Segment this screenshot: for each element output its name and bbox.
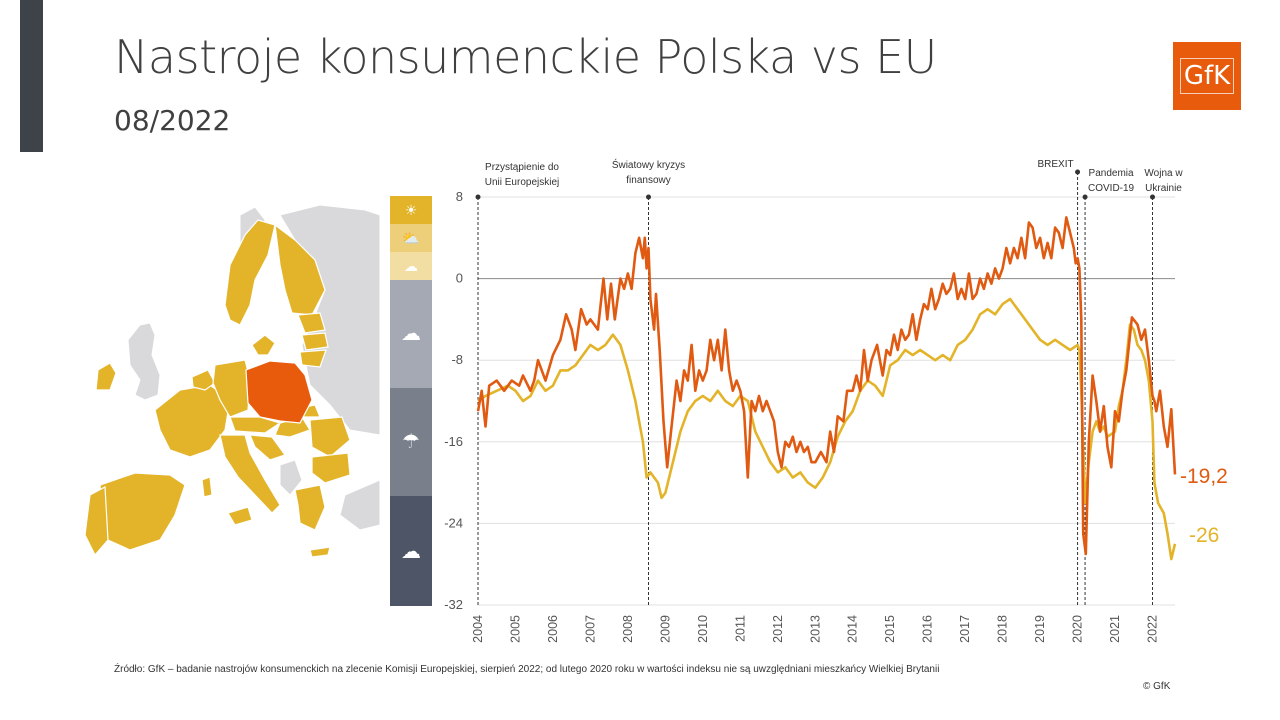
x-tick-label: 2011	[733, 615, 747, 642]
event-marker-dot	[475, 194, 481, 200]
left-accent-bar	[20, 0, 43, 152]
copyright: © GfK	[1143, 681, 1171, 692]
x-tick-label: 2022	[1146, 615, 1160, 643]
event-label: BREXIT	[1038, 159, 1074, 170]
x-tick-label: 2016	[921, 615, 935, 643]
x-tick-label: 2014	[846, 615, 860, 643]
x-tick-label: 2007	[583, 615, 597, 643]
x-tick-label: 2006	[546, 615, 560, 643]
poland-region	[245, 360, 313, 424]
weather-scale: ☀ ⛅ ☁ ☁ ☂ ☁	[390, 196, 432, 606]
y-tick-label: -32	[444, 597, 463, 612]
event-marker-dot	[646, 194, 652, 200]
eu-countries	[84, 219, 351, 558]
scale-band-sun	[390, 196, 432, 224]
x-tick-label: 2013	[808, 615, 822, 643]
y-tick-label: -24	[444, 515, 463, 530]
scale-band-light-cloud	[390, 252, 432, 280]
series-line-eu	[477, 297, 1177, 561]
source-note: Źródło: GfK – badanie nastrojów konsumen…	[114, 664, 940, 675]
y-tick-label: 0	[456, 271, 463, 286]
end-label-eu: -26	[1189, 524, 1219, 547]
x-tick-label: 2019	[1033, 615, 1047, 643]
cloud-icon: ☁	[404, 258, 418, 274]
x-tick-label: 2021	[1108, 615, 1122, 643]
rain-cloud-icon: ☂	[402, 431, 420, 453]
y-tick-label: 8	[456, 189, 463, 204]
x-tick-label: 2020	[1071, 615, 1085, 643]
page-title: Nastroje konsumenckie Polska vs EU	[114, 30, 937, 84]
x-tick-label: 2018	[996, 615, 1010, 643]
x-tick-label: 2012	[771, 615, 785, 643]
event-label: Przystąpienie do Unii Europejskiej	[485, 162, 560, 188]
x-tick-label: 2015	[883, 615, 897, 643]
x-tick-label: 2010	[696, 615, 710, 643]
x-tick-label: 2017	[958, 615, 972, 643]
event-label: Pandemia COVID-19	[1088, 168, 1135, 194]
scale-band-sun-cloud	[390, 224, 432, 252]
event-marker-dot	[1082, 194, 1088, 200]
gfk-logo: GfK	[1173, 42, 1241, 110]
event-label: Światowy kryzys finansowy	[612, 158, 685, 186]
scale-band-cloud	[390, 280, 432, 388]
scale-band-rain	[390, 388, 432, 496]
scale-band-storm	[390, 496, 432, 606]
event-marker-dot	[1075, 169, 1081, 175]
x-tick-label: 2009	[658, 615, 672, 643]
cloud-icon: ☁	[401, 323, 421, 345]
end-label-polska: -19,2	[1180, 465, 1228, 488]
europe-map	[84, 204, 380, 558]
x-tick-label: 2005	[508, 615, 522, 643]
y-tick-label: -16	[444, 434, 463, 449]
series-line-polska	[476, 216, 1177, 556]
x-tick-label: 2008	[621, 615, 635, 643]
sun-cloud-icon: ⛅	[402, 230, 419, 246]
y-tick-label: -8	[451, 352, 463, 367]
x-tick-label: 2004	[471, 615, 485, 643]
event-marker-dot	[1150, 194, 1156, 200]
sun-icon: ☀	[405, 202, 418, 218]
page-subtitle: 08/2022	[114, 104, 231, 137]
storm-cloud-icon: ☁	[401, 541, 421, 563]
event-label: Wojna w Ukrainie	[1144, 168, 1183, 194]
consumer-confidence-chart: 8 0 -8 -16 -24 -32 2004 2005 2006 2007 2008 2009 201…	[444, 158, 1228, 643]
